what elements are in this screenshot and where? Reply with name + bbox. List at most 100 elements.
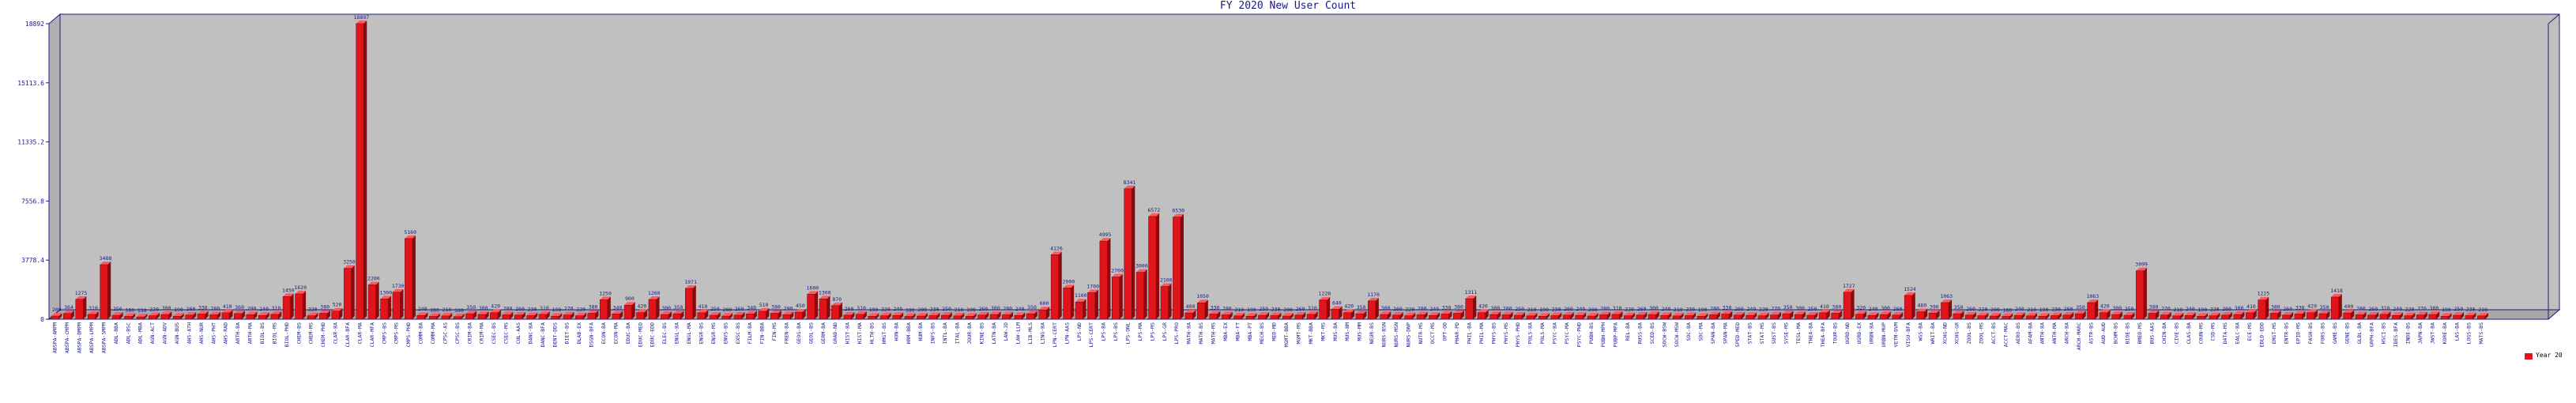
data-label: 190 <box>2039 307 2049 313</box>
bar <box>868 315 876 320</box>
bar <box>477 314 486 320</box>
bar-side <box>2314 309 2318 319</box>
x-tick-label: PUBH-MPH <box>1600 322 1606 347</box>
data-label: 200 <box>722 307 732 313</box>
data-label: 210 <box>2027 307 2036 313</box>
data-label: 230 <box>1271 306 1281 312</box>
bar <box>1904 295 1912 320</box>
bar <box>380 299 389 320</box>
y-tick-label: 0 <box>40 316 44 323</box>
x-tick-label: MATH-MS <box>1210 322 1216 344</box>
bar-top <box>1099 238 1111 242</box>
bar <box>1258 314 1267 320</box>
x-tick-label: ANTH-BA <box>2039 322 2046 344</box>
bar <box>185 314 194 320</box>
bar-top <box>416 312 428 316</box>
data-label: 180 <box>430 307 439 313</box>
x-tick-label: LIB-MLS <box>1027 322 1034 344</box>
x-tick-label: CLAR-MA <box>356 322 363 344</box>
bar-side <box>290 293 294 319</box>
data-label: 2700 <box>1111 268 1124 274</box>
bar <box>1880 314 1889 320</box>
bar-top <box>1014 312 1026 316</box>
x-tick-label: ENGL-MA <box>686 322 692 344</box>
data-label: 230 <box>930 306 940 312</box>
bar-side <box>449 312 453 319</box>
data-label: 190 <box>1247 307 1256 313</box>
bar-top <box>1478 309 1489 313</box>
bar-top <box>1587 313 1599 317</box>
bar-top <box>441 312 453 316</box>
x-tick-label: TOUR-BS <box>1832 322 1838 344</box>
bar-side <box>241 310 245 319</box>
data-label: 520 <box>333 302 342 308</box>
bar-top <box>795 309 806 313</box>
data-label: 210 <box>1674 307 1683 313</box>
bar-side <box>778 310 781 319</box>
data-label: 1275 <box>75 290 88 296</box>
bar-top <box>1795 311 1806 315</box>
bar-top <box>1392 311 1403 315</box>
bar-side <box>961 312 965 319</box>
data-label: 1620 <box>294 284 307 291</box>
bar <box>1099 240 1108 320</box>
bar-side <box>1217 311 1221 319</box>
x-tick-label: PHIL-MA <box>1478 322 1485 344</box>
x-tick-label: CRIM-MA <box>479 322 485 344</box>
x-tick-label: LING-BA <box>1039 322 1045 344</box>
bar-top <box>2307 309 2318 313</box>
x-tick-label: ABSPA-DMPM <box>77 322 83 353</box>
bar-top <box>928 312 940 316</box>
data-label: 280 <box>1003 305 1012 311</box>
data-label: 260 <box>1734 306 1744 312</box>
x-tick-label: CPSC-BS <box>454 322 461 344</box>
bar-side <box>607 296 611 319</box>
bar <box>136 316 145 320</box>
data-label: 220 <box>1979 307 1988 313</box>
data-label: 190 <box>1698 307 1708 313</box>
x-tick-label: GAME-BS <box>2332 322 2338 344</box>
bar <box>1855 314 1864 320</box>
bar <box>416 314 425 320</box>
x-tick-label: ACCT-BS <box>1990 322 1997 344</box>
bar-top <box>1673 312 1684 316</box>
bar-top <box>551 313 563 317</box>
bar-side <box>217 311 221 319</box>
bar-top <box>1758 312 1769 316</box>
bar-side <box>1985 312 1989 319</box>
bar-side <box>2192 312 2196 319</box>
bar <box>1989 315 1998 320</box>
legend-label: Year 20 <box>2536 352 2563 359</box>
bar <box>453 316 461 320</box>
bar <box>160 314 169 320</box>
x-tick-label: EDUC-EDD <box>650 322 656 347</box>
data-label: 240 <box>259 306 269 312</box>
bar <box>331 311 340 320</box>
bar-side <box>2265 296 2269 319</box>
data-label: 3000 <box>1135 263 1148 269</box>
data-label: 420 <box>1344 303 1354 310</box>
bar-top <box>2062 311 2074 315</box>
bar-top <box>1075 299 1087 303</box>
bar-top <box>1990 313 2001 317</box>
data-label: 260 <box>2222 306 2231 312</box>
bar-top <box>2404 312 2416 316</box>
x-tick-label: JOUR-BA <box>966 322 973 344</box>
bar-top <box>1599 311 1611 315</box>
bar-side <box>107 261 111 319</box>
x-tick-label: ELEC-BS <box>661 322 668 344</box>
bar-side <box>1375 297 1379 319</box>
x-tick-label: CSEC-BS <box>491 322 497 344</box>
bar-top <box>149 312 160 316</box>
data-label: 3250 <box>343 259 356 266</box>
x-tick-label: DLAB-EX <box>576 322 582 344</box>
x-tick-label: NURS-BSN <box>1381 322 1388 347</box>
back-wall <box>59 13 2560 311</box>
bar-side <box>1046 307 1050 319</box>
x-tick-label: DSGN-BFA <box>589 322 595 347</box>
x-tick-label: ARTH-BA <box>235 322 241 344</box>
data-label: 280 <box>1503 305 1512 311</box>
bar-top <box>672 311 684 314</box>
x-tick-label: POLS-MA <box>1539 322 1546 344</box>
data-label: 350 <box>466 304 476 311</box>
